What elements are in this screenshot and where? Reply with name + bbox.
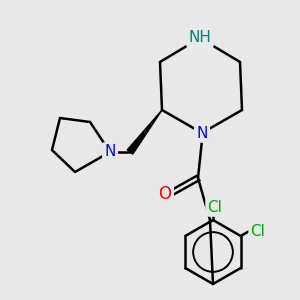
Text: O: O bbox=[158, 185, 172, 203]
Text: Cl: Cl bbox=[250, 224, 266, 238]
Text: NH: NH bbox=[189, 31, 211, 46]
Polygon shape bbox=[127, 110, 162, 154]
Text: Cl: Cl bbox=[208, 200, 222, 214]
Text: N: N bbox=[104, 145, 116, 160]
Text: N: N bbox=[196, 125, 208, 140]
